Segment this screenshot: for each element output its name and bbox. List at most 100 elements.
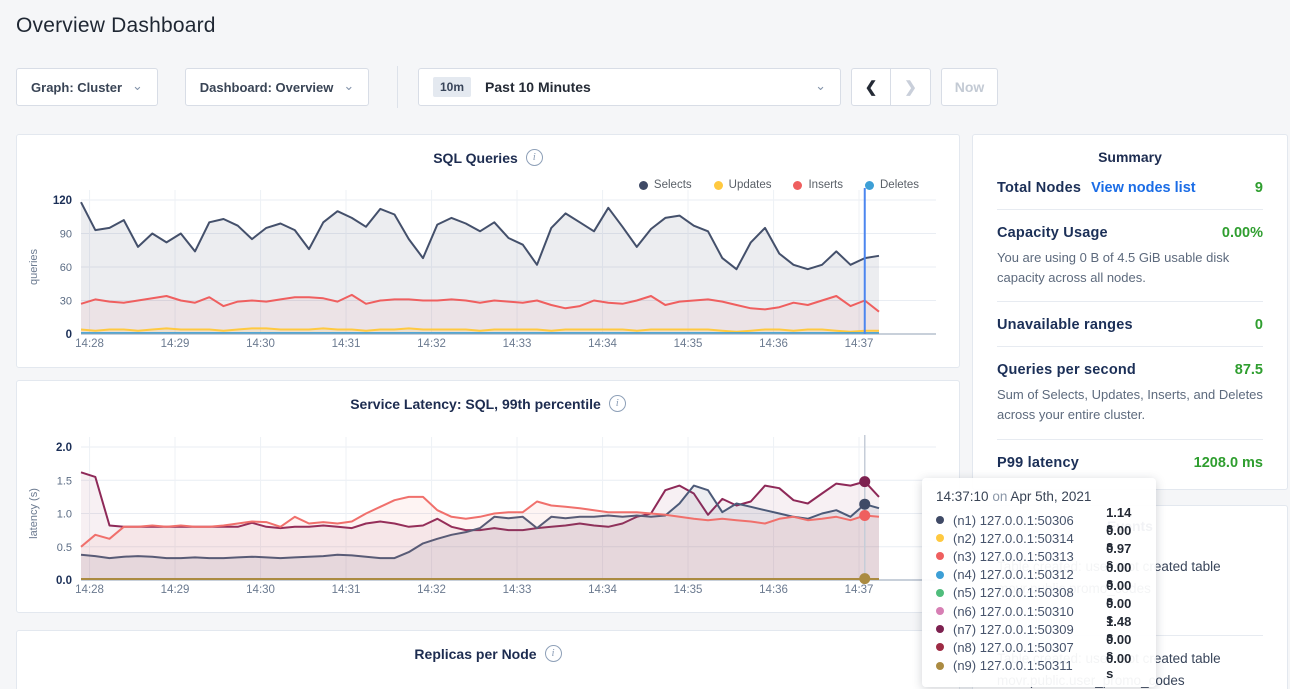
replicas-card: Replicas per Node i (16, 630, 960, 689)
tooltip-timestamp: 14:37:10 on Apr 5th, 2021 (936, 489, 1092, 504)
tooltip-node-label: (n2) 127.0.0.1:50314 (953, 530, 1074, 546)
tooltip-node-label: (n3) 127.0.0.1:50313 (953, 548, 1074, 564)
time-nav-group: ❮ ❯ (851, 68, 931, 106)
svg-text:14:31: 14:31 (332, 338, 361, 350)
legend-dot-icon (638, 180, 648, 190)
stat-label: Capacity Usage (997, 225, 1108, 241)
tooltip-node-value: 0.00 s (1106, 650, 1132, 681)
legend-item-updates[interactable]: Updates (713, 179, 771, 191)
svg-text:14:35: 14:35 (674, 584, 703, 596)
stat-value: 87.5 (1234, 362, 1263, 379)
summary-stat-row: Capacity Usage 0.00% You are using 0 B of … (997, 210, 1263, 303)
tooltip-node-label: (n5) 127.0.0.1:50308 (953, 585, 1074, 601)
svg-text:14:29: 14:29 (161, 338, 190, 350)
tooltip-row: (n5) 127.0.0.1:50308 0.00 s (936, 578, 1142, 608)
node-color-dot-icon (936, 588, 944, 597)
info-icon[interactable]: i (525, 149, 543, 166)
stat-description: You are using 0 B of 4.5 GiB usable disk… (997, 250, 1230, 286)
stat-value: 0 (1254, 317, 1263, 334)
legend-label: Inserts (808, 179, 843, 191)
svg-text:14:35: 14:35 (674, 338, 703, 350)
stat-label: Total Nodes (997, 180, 1082, 196)
summary-stat-row: Unavailable ranges 0 (997, 302, 1263, 348)
graph-dropdown[interactable]: Graph: Cluster ⌄ (16, 68, 158, 106)
svg-text:queries: queries (28, 248, 40, 285)
summary-stat-row: Queries per second 87.5 Sum of Selects, Up… (997, 347, 1263, 440)
latency-title: Service Latency: SQL, 99th percentile (350, 395, 601, 412)
stat-value: 1208.0 ms (1193, 454, 1263, 471)
svg-text:14:32: 14:32 (417, 338, 446, 350)
svg-text:1.5: 1.5 (57, 475, 72, 487)
svg-text:14:29: 14:29 (161, 584, 190, 596)
summary-panel: Summary Total Nodes View nodes list 9 Capac… (972, 134, 1288, 490)
tooltip-row: (n1) 127.0.0.1:50306 1.14 s (936, 505, 1142, 535)
svg-text:1.0: 1.0 (57, 509, 72, 521)
legend-dot-icon (793, 180, 803, 190)
sql-queries-card: SQL Queries i Selects Updates Inserts Delet… (16, 134, 960, 368)
tooltip-row: (n7) 127.0.0.1:50309 1.48 s (936, 614, 1142, 644)
sql-queries-legend: Selects Updates Inserts Deletes (638, 179, 919, 191)
controls-divider (397, 66, 398, 108)
svg-text:14:34: 14:34 (588, 584, 617, 596)
legend-item-deletes[interactable]: Deletes (865, 179, 919, 191)
dashboard-dropdown[interactable]: Dashboard: Overview ⌄ (185, 68, 369, 106)
page-title: Overview Dashboard (16, 14, 216, 37)
node-color-dot-icon (936, 661, 944, 670)
time-range-selector[interactable]: 10m Past 10 Minutes ⌄ (418, 68, 841, 106)
now-button[interactable]: Now (941, 68, 998, 106)
svg-text:120: 120 (53, 195, 72, 207)
legend-item-selects[interactable]: Selects (638, 179, 692, 191)
svg-text:0.0: 0.0 (56, 575, 72, 587)
svg-text:2.0: 2.0 (56, 442, 72, 454)
sql-queries-chart[interactable]: 0 30 60 90 120 14:28 14:29 14:30 14:31 14:32 14:33… (17, 135, 961, 369)
stat-label: P99 latency (997, 454, 1079, 471)
latency-chart[interactable]: 0.0 0.5 1.0 1.5 2.0 14:28 14:29 14:30 14:31 14:32… (17, 381, 961, 614)
svg-text:14:37: 14:37 (845, 584, 874, 596)
tooltip-node-label: (n7) 127.0.0.1:50309 (953, 621, 1074, 637)
legend-item-inserts[interactable]: Inserts (793, 179, 843, 191)
info-icon[interactable]: i (544, 645, 562, 662)
node-color-dot-icon (936, 625, 944, 634)
tooltip-row: (n2) 127.0.0.1:50314 0.00 s (936, 523, 1142, 553)
tooltip-node-label: (n9) 127.0.0.1:50311 (953, 658, 1073, 674)
svg-text:90: 90 (60, 229, 72, 241)
svg-text:0: 0 (66, 329, 72, 341)
tooltip-node-value: 1.48 s (1106, 614, 1132, 645)
tooltip-node-value: 0.97 s (1106, 541, 1132, 572)
svg-text:14:34: 14:34 (588, 338, 617, 350)
time-prev-button[interactable]: ❮ (852, 69, 891, 105)
svg-text:14:37: 14:37 (845, 338, 874, 350)
info-icon[interactable]: i (608, 395, 626, 412)
summary-stat-row: Total Nodes View nodes list 9 (997, 165, 1263, 210)
tooltip-node-value: 0.00 s (1106, 632, 1132, 663)
stat-value: 9 (1254, 180, 1263, 196)
svg-text:14:31: 14:31 (332, 584, 361, 596)
svg-text:14:28: 14:28 (75, 584, 104, 596)
chart-hover-tooltip: 14:37:10 on Apr 5th, 2021 (n1) 127.0.0.1… (922, 478, 1156, 687)
svg-text:14:33: 14:33 (503, 338, 532, 350)
time-next-button[interactable]: ❯ (904, 79, 917, 96)
legend-label: Selects (653, 179, 692, 191)
chevron-down-icon: ⌄ (343, 77, 355, 93)
tooltip-node-label: (n4) 127.0.0.1:50312 (953, 567, 1074, 583)
svg-text:14:32: 14:32 (417, 584, 446, 596)
view-nodes-list-link[interactable]: View nodes list (1091, 180, 1196, 196)
stat-description: Sum of Selects, Updates, Inserts, and De… (997, 387, 1263, 423)
node-color-dot-icon (936, 643, 944, 652)
node-color-dot-icon (936, 552, 944, 561)
sql-queries-title: SQL Queries (433, 149, 518, 166)
tooltip-node-value: 0.00 s (1106, 523, 1132, 554)
node-color-dot-icon (936, 570, 944, 579)
tooltip-node-label: (n1) 127.0.0.1:50306 (953, 512, 1074, 528)
tooltip-row: (n8) 127.0.0.1:50307 0.00 s (936, 632, 1142, 662)
legend-dot-icon (713, 180, 723, 190)
stat-value: 0.00% (1221, 225, 1263, 241)
svg-text:60: 60 (60, 262, 72, 274)
stat-label: Unavailable ranges (997, 317, 1133, 334)
tooltip-node-value: 1.14 s (1106, 505, 1132, 536)
svg-text:14:36: 14:36 (759, 584, 788, 596)
tooltip-node-value: 0.00 s (1106, 596, 1132, 627)
svg-text:14:30: 14:30 (246, 584, 275, 596)
summary-title: Summary (1098, 149, 1162, 165)
tooltip-node-label: (n8) 127.0.0.1:50307 (953, 639, 1074, 655)
